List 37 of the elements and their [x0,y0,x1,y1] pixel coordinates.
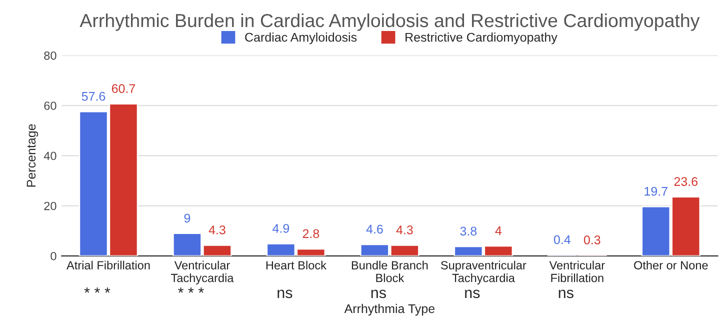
y-tick-label: 60 [44,102,56,110]
data-label: 57.6 [82,92,106,101]
x-tick-label: Atrial Fibrillation [66,260,150,270]
y-tick-label: 20 [44,202,56,210]
legend-label: Restrictive Cardiomyopathy [406,32,558,44]
data-label: 0.4 [554,235,570,244]
y-axis-title: Percentage [26,124,38,187]
y-tick-label: 40 [44,152,56,160]
x-tick-label: Bundle Branch Block [352,260,428,282]
data-label: 9 [184,214,190,223]
text: * * * [178,287,204,293]
data-label: 4.6 [366,224,383,234]
text: ns [558,290,574,298]
x-axis-title: Arrhythmia Type [344,304,435,316]
y-tick-label: 80 [44,51,56,60]
text: ns [371,290,386,298]
y-tick-label: 0 [50,252,56,260]
text: * * * [84,287,110,293]
x-tick-label: Supraventricular Tachycardia [440,260,526,284]
x-tick-label: Other or None [634,260,708,270]
text: ns [465,290,480,298]
data-label: 23.6 [674,177,698,186]
data-label: 4.3 [396,225,413,234]
data-label: 4.3 [208,225,226,234]
data-label: 19.7 [644,186,668,196]
legend-label: Cardiac Amyloidosis [245,32,357,44]
data-label: 2.8 [302,229,320,238]
data-label: 0.3 [584,236,600,244]
x-tick-label: Ventricular Tachycardia [170,260,234,284]
x-tick-label: Ventricular Fibrillation [549,260,605,282]
text: ns [278,290,292,298]
data-label: 3.8 [460,226,477,236]
data-label: 60.7 [112,84,136,93]
data-label: 4 [495,226,502,235]
chart-title: Arrhythmic Burden in Cardiac Amyloidosis and Restrictive Cardiomyopathy [80,13,700,31]
data-label: 4.9 [272,224,290,233]
x-tick-label: Heart Block [266,260,326,270]
